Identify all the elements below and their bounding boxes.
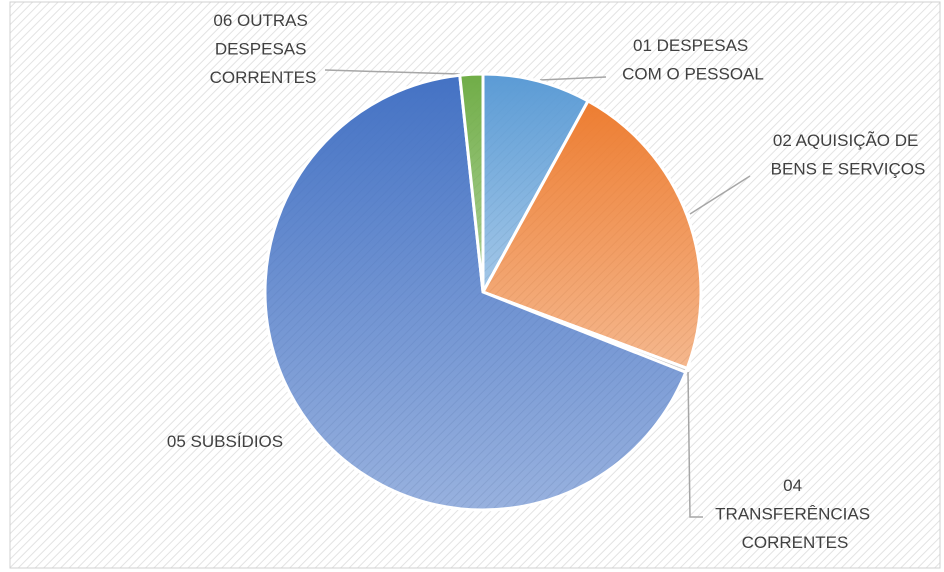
- label-line: COM O PESSOAL: [622, 65, 764, 84]
- slice-label: 06 OUTRAS DESPESAS CORRENTES: [210, 11, 317, 87]
- label-line: 01 DESPESAS: [633, 36, 753, 55]
- slice-label: 05 SUBSÍDIOS: [167, 432, 283, 451]
- label-line: 04: [783, 476, 807, 495]
- label-line: 06 OUTRAS: [213, 11, 312, 30]
- label-line: DESPESAS: [215, 40, 311, 59]
- pie-slice: [458, 72, 485, 293]
- slice-label: 01 DESPESAS COM O PESSOAL: [622, 36, 764, 84]
- pie-slice: [263, 73, 688, 512]
- slice-label: 02 AQUISIÇÃO DE BENS E SERVIÇOS: [771, 131, 926, 179]
- label-line: TRANSFERÊNCIAS: [715, 505, 875, 524]
- slice-label: 04 TRANSFERÊNCIAS CORRENTES: [715, 476, 875, 552]
- label-line: BENS E SERVIÇOS: [771, 160, 926, 179]
- label-line: 02 AQUISIÇÃO DE: [773, 131, 923, 150]
- label-line: 05 SUBSÍDIOS: [167, 432, 283, 451]
- label-line: CORRENTES: [742, 533, 849, 552]
- pie-slice: [481, 72, 591, 293]
- leader-lines: [324, 69, 751, 518]
- label-line: CORRENTES: [210, 68, 317, 87]
- pie-slice: [480, 98, 703, 371]
